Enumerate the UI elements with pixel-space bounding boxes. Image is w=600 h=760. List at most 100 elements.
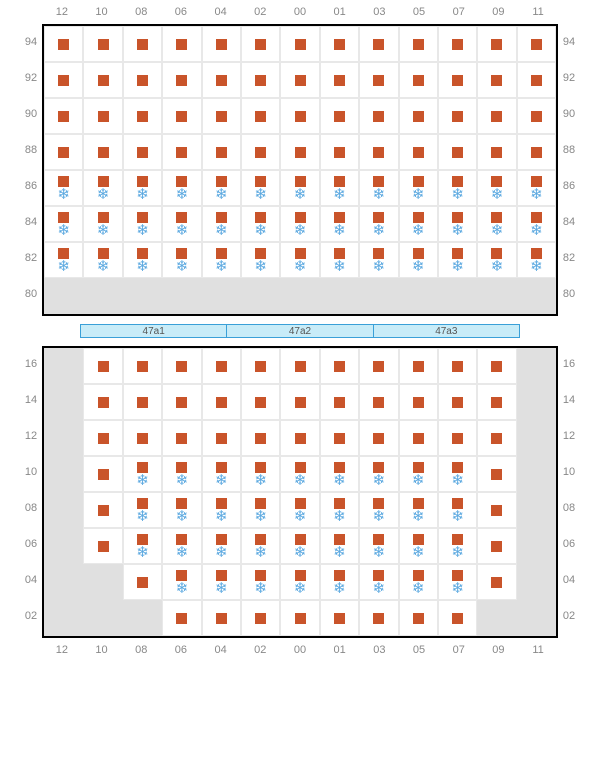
cell[interactable] — [202, 134, 241, 170]
cell[interactable] — [162, 420, 201, 456]
cell[interactable] — [280, 420, 319, 456]
cell[interactable] — [399, 278, 438, 314]
cell[interactable]: ❄ — [320, 564, 359, 600]
cell[interactable]: ❄ — [359, 492, 398, 528]
cell[interactable]: ❄ — [241, 528, 280, 564]
cell[interactable] — [44, 26, 83, 62]
cell[interactable] — [44, 62, 83, 98]
cell[interactable] — [399, 348, 438, 384]
cell[interactable] — [477, 278, 516, 314]
cell[interactable] — [517, 492, 556, 528]
cell[interactable] — [438, 26, 477, 62]
cell[interactable] — [241, 348, 280, 384]
cell[interactable] — [477, 456, 516, 492]
cell[interactable]: ❄ — [320, 456, 359, 492]
cell[interactable] — [123, 348, 162, 384]
cell[interactable] — [359, 134, 398, 170]
cell[interactable] — [241, 26, 280, 62]
cell[interactable] — [241, 600, 280, 636]
cell[interactable]: ❄ — [517, 206, 556, 242]
cell[interactable] — [280, 348, 319, 384]
cell[interactable] — [241, 62, 280, 98]
cell[interactable] — [477, 492, 516, 528]
cell[interactable]: ❄ — [359, 170, 398, 206]
cell[interactable] — [123, 134, 162, 170]
cell[interactable] — [83, 26, 122, 62]
cell[interactable]: ❄ — [359, 564, 398, 600]
cell[interactable]: ❄ — [202, 456, 241, 492]
cell[interactable] — [359, 98, 398, 134]
cell[interactable]: ❄ — [438, 528, 477, 564]
cell[interactable] — [162, 26, 201, 62]
cell[interactable] — [517, 62, 556, 98]
cell[interactable] — [202, 278, 241, 314]
cell[interactable] — [517, 528, 556, 564]
cell[interactable] — [44, 134, 83, 170]
cell[interactable] — [359, 278, 398, 314]
cell[interactable]: ❄ — [438, 492, 477, 528]
cell[interactable]: ❄ — [162, 564, 201, 600]
cell[interactable]: ❄ — [162, 456, 201, 492]
cell[interactable] — [399, 62, 438, 98]
cell[interactable] — [202, 348, 241, 384]
cell[interactable] — [44, 420, 83, 456]
cell[interactable]: ❄ — [280, 242, 319, 278]
cell[interactable] — [83, 98, 122, 134]
cell[interactable] — [241, 384, 280, 420]
cell[interactable]: ❄ — [438, 456, 477, 492]
cell[interactable]: ❄ — [44, 242, 83, 278]
cell[interactable] — [44, 98, 83, 134]
cell[interactable]: ❄ — [280, 564, 319, 600]
cell[interactable] — [83, 456, 122, 492]
cell[interactable] — [477, 528, 516, 564]
cell[interactable] — [320, 62, 359, 98]
cell[interactable] — [517, 420, 556, 456]
cell[interactable] — [320, 600, 359, 636]
cell[interactable] — [44, 600, 83, 636]
cell[interactable] — [477, 384, 516, 420]
rack-segment[interactable]: 47a1 — [81, 325, 227, 337]
cell[interactable] — [123, 98, 162, 134]
cell[interactable] — [517, 456, 556, 492]
cell[interactable]: ❄ — [280, 456, 319, 492]
cell[interactable]: ❄ — [399, 242, 438, 278]
cell[interactable]: ❄ — [359, 528, 398, 564]
cell[interactable]: ❄ — [359, 242, 398, 278]
cell[interactable] — [280, 26, 319, 62]
cell[interactable] — [320, 98, 359, 134]
cell[interactable]: ❄ — [241, 242, 280, 278]
cell[interactable]: ❄ — [162, 242, 201, 278]
cell[interactable] — [123, 420, 162, 456]
cell[interactable] — [280, 134, 319, 170]
cell[interactable]: ❄ — [399, 170, 438, 206]
cell[interactable]: ❄ — [477, 170, 516, 206]
cell[interactable] — [399, 384, 438, 420]
cell[interactable]: ❄ — [123, 456, 162, 492]
cell[interactable] — [280, 62, 319, 98]
cell[interactable] — [162, 384, 201, 420]
cell[interactable]: ❄ — [517, 242, 556, 278]
cell[interactable]: ❄ — [202, 206, 241, 242]
cell[interactable] — [477, 564, 516, 600]
cell[interactable] — [123, 564, 162, 600]
cell[interactable]: ❄ — [202, 492, 241, 528]
cell[interactable]: ❄ — [359, 456, 398, 492]
cell[interactable]: ❄ — [517, 170, 556, 206]
cell[interactable] — [83, 134, 122, 170]
cell[interactable] — [438, 62, 477, 98]
cell[interactable] — [359, 420, 398, 456]
cell[interactable]: ❄ — [399, 564, 438, 600]
cell[interactable] — [241, 98, 280, 134]
cell[interactable] — [162, 278, 201, 314]
cell[interactable]: ❄ — [123, 492, 162, 528]
cell[interactable] — [359, 348, 398, 384]
cell[interactable] — [477, 98, 516, 134]
cell[interactable] — [438, 420, 477, 456]
cell[interactable] — [517, 278, 556, 314]
cell[interactable] — [123, 62, 162, 98]
cell[interactable]: ❄ — [44, 170, 83, 206]
cell[interactable]: ❄ — [241, 456, 280, 492]
cell[interactable] — [320, 348, 359, 384]
cell[interactable] — [241, 278, 280, 314]
cell[interactable]: ❄ — [320, 528, 359, 564]
